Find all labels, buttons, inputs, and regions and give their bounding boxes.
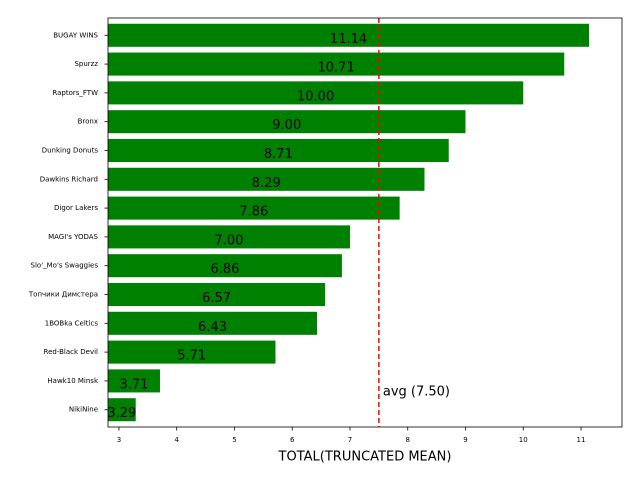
bar [108, 225, 350, 249]
y-tick-label: Dawkins Richard [40, 175, 98, 183]
x-tick-label: 6 [290, 436, 295, 444]
y-tick-label: Slo'_Mo's Swaggies [31, 262, 99, 270]
value-label: 6.57 [202, 291, 231, 306]
bar [108, 52, 565, 76]
value-label: 6.43 [198, 320, 227, 335]
bar [108, 340, 276, 364]
value-label: 3.71 [120, 377, 149, 392]
bar [108, 81, 524, 105]
bar [108, 110, 466, 134]
bar [108, 167, 425, 191]
y-tick-label: Spurzz [74, 60, 98, 68]
value-label: 3.29 [107, 406, 136, 421]
value-label: 8.71 [264, 147, 293, 162]
x-tick-label: 10 [519, 436, 528, 444]
value-label: 7.00 [215, 233, 244, 248]
y-tick-label: Digor Lakers [54, 204, 98, 212]
plot-frame [107, 17, 623, 428]
x-tick-label: 5 [232, 436, 236, 444]
plot-area [108, 18, 622, 427]
x-tick-label: 4 [174, 436, 179, 444]
y-tick-label: NikiNine [69, 406, 98, 414]
value-label: 7.86 [239, 205, 268, 220]
x-tick-label: 8 [406, 436, 410, 444]
x-axis-label: TOTAL(TRUNCATED MEAN) [278, 450, 452, 465]
y-tick-label: Raptors_FTW [52, 89, 98, 97]
y-tick-label: Hawk10 Minsk [47, 377, 99, 385]
value-label: 6.86 [210, 262, 239, 277]
value-label: 10.71 [318, 61, 355, 76]
value-label: 11.14 [330, 32, 367, 47]
bar [108, 138, 449, 163]
y-tick-label: BUGAY WINS [53, 31, 98, 39]
y-tick-label: Red-Black Devil [44, 348, 99, 356]
bar [108, 282, 326, 307]
value-label: 8.29 [252, 176, 281, 191]
y-tick-label: Dunking Donuts [42, 146, 99, 154]
x-tick-label: 11 [577, 436, 586, 444]
y-tick-label: 1BOBka Celtics [45, 319, 99, 327]
bar [108, 23, 590, 47]
value-label: 9.00 [272, 118, 301, 133]
bar [108, 369, 160, 393]
avg-label: avg (7.50) [383, 385, 450, 400]
y-tick-label: Топчики Димстера [28, 291, 98, 299]
x-tick-label: 9 [463, 436, 467, 444]
value-label: 10.00 [297, 89, 334, 104]
bar [108, 311, 318, 335]
value-label: 5.71 [177, 349, 206, 364]
y-tick-label: MAGI's YODAS [48, 233, 98, 241]
x-tick-label: 3 [117, 436, 121, 444]
x-tick-label: 7 [348, 436, 352, 444]
y-tick-label: Bronx [78, 118, 98, 126]
bar [108, 398, 136, 422]
bar [108, 196, 400, 220]
bar [108, 254, 342, 278]
